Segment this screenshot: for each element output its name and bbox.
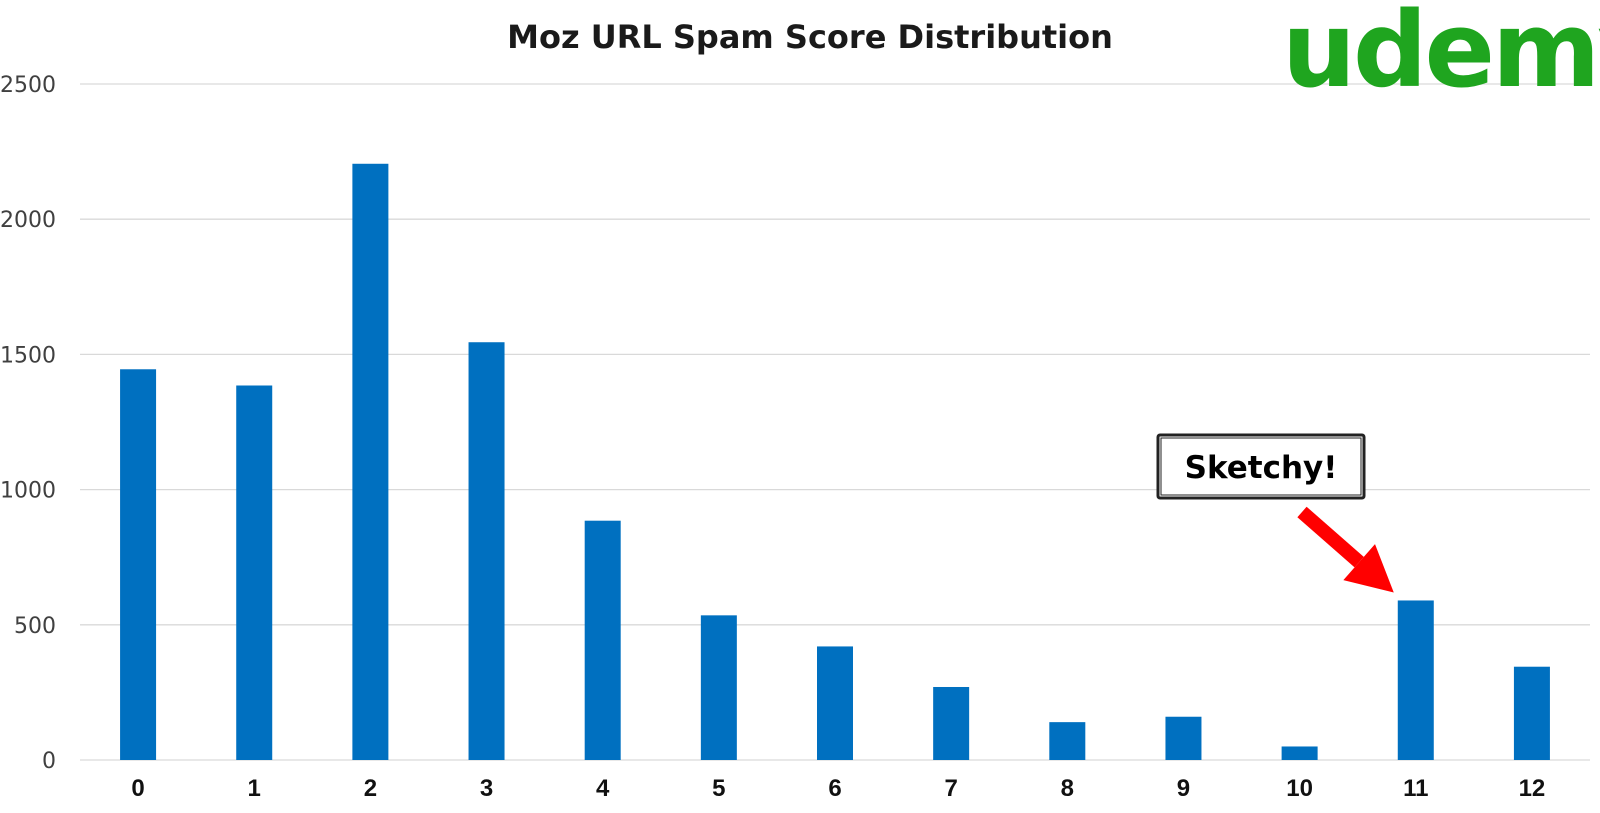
bar (1513, 666, 1550, 760)
x-tick-label: 10 (1286, 775, 1313, 802)
bar (352, 163, 389, 760)
chart-title: Moz URL Spam Score Distribution (507, 18, 1113, 56)
red-arrow-icon (1297, 506, 1394, 593)
bar (468, 342, 505, 760)
bar (584, 520, 621, 760)
gridlines (80, 83, 1590, 761)
x-tick-label: 3 (480, 775, 493, 802)
y-tick-label: 2500 (0, 73, 56, 98)
arrow-head (1343, 544, 1394, 593)
y-tick-label: 1000 (0, 479, 56, 504)
y-tick-label: 2000 (0, 208, 56, 233)
callout-label: Sketchy! (1185, 450, 1338, 486)
bar (120, 369, 157, 760)
x-tick-label: 0 (131, 775, 144, 802)
x-tick-label: 9 (1177, 775, 1190, 802)
x-tick-label: 7 (944, 775, 957, 802)
x-tick-label: 2 (364, 775, 377, 802)
bar (236, 385, 273, 760)
x-tick-label: 5 (712, 775, 725, 802)
arrow-shaft (1297, 506, 1364, 568)
callout-box (1156, 433, 1366, 500)
bar (1049, 722, 1086, 760)
x-tick-label: 4 (596, 775, 610, 802)
x-tick-label: 11 (1403, 775, 1428, 802)
y-axis-ticks: 0 500 1000 1500 2000 2500 (0, 73, 56, 774)
y-tick-label: 0 (42, 749, 56, 774)
bars (120, 163, 1550, 760)
x-tick-label: 12 (1519, 775, 1546, 802)
bar (817, 646, 853, 760)
sketchy-callout: Sketchy! (1156, 433, 1394, 593)
x-tick-label: 1 (248, 775, 261, 802)
udemy-logo: udemy (1282, 0, 1600, 111)
bar (1165, 716, 1202, 760)
y-tick-label: 1500 (0, 343, 56, 368)
bar (700, 615, 737, 760)
bar (1397, 600, 1434, 760)
y-tick-label: 500 (14, 614, 56, 639)
x-axis-ticks: 0 1 2 3 4 5 6 7 8 9 10 11 12 (131, 775, 1545, 802)
x-tick-label: 8 (1061, 775, 1074, 802)
bar (933, 686, 970, 760)
bar (1281, 746, 1318, 760)
x-tick-label: 6 (828, 775, 841, 802)
